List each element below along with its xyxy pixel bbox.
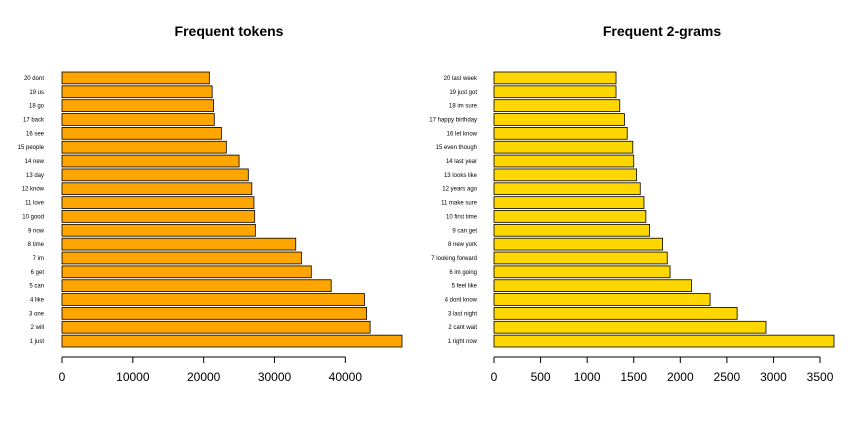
token-bar bbox=[61, 237, 297, 251]
bigram-bar bbox=[493, 154, 635, 168]
token-bar bbox=[61, 265, 312, 279]
tokens-chart-title: Frequent tokens bbox=[175, 23, 284, 39]
bigram-bar bbox=[493, 182, 641, 196]
token-category-label: 11 love bbox=[25, 201, 45, 207]
bigram-bar bbox=[493, 210, 647, 223]
token-bar bbox=[61, 196, 255, 209]
bigram-bar bbox=[493, 85, 617, 99]
bigram-category-label: 17 happy birthday bbox=[429, 117, 477, 123]
token-category-label: 7 im bbox=[33, 256, 44, 262]
bigram-category-label: 11 make sure bbox=[441, 201, 478, 207]
bigram-bar bbox=[493, 71, 617, 85]
token-category-label: 16 see bbox=[26, 131, 45, 137]
tokens-chart-panel: Frequent tokens 1 just 2 will 3 one 4 like 5… bbox=[18, 23, 403, 384]
token-bar bbox=[61, 99, 214, 112]
bigram-bar bbox=[493, 293, 711, 306]
bigram-bar bbox=[493, 140, 634, 154]
token-bar bbox=[61, 127, 222, 140]
token-category-label: 3 one bbox=[29, 311, 45, 317]
bigram-category-label: 14 last year bbox=[446, 159, 477, 165]
bigram-x-tick-label: 0 bbox=[491, 370, 498, 384]
bigram-category-label: 19 just got bbox=[449, 90, 477, 96]
bigram-x-tick-label: 3500 bbox=[807, 370, 834, 384]
bigram-category-label: 13 looks like bbox=[444, 173, 478, 179]
bigram-category-label: 9 can get bbox=[452, 228, 477, 234]
token-category-label: 15 people bbox=[18, 145, 45, 151]
bigram-bar bbox=[493, 127, 628, 140]
token-bar bbox=[61, 210, 256, 223]
bigram-x-tick-label: 1500 bbox=[620, 370, 647, 384]
token-x-tick-label: 40000 bbox=[329, 370, 363, 384]
token-x-tick-label: 30000 bbox=[258, 370, 292, 384]
token-category-label: 10 good bbox=[22, 214, 44, 220]
bigram-bar bbox=[493, 113, 625, 126]
bigram-category-label: 16 let know bbox=[447, 131, 478, 137]
bigram-bar bbox=[493, 320, 767, 334]
token-bar bbox=[61, 113, 215, 126]
token-bar bbox=[61, 279, 332, 293]
token-bar bbox=[61, 85, 213, 99]
token-category-label: 13 day bbox=[26, 173, 44, 179]
bigram-bar bbox=[493, 279, 692, 293]
token-bar bbox=[61, 307, 367, 320]
bigram-bar bbox=[493, 99, 621, 112]
token-category-label: 5 can bbox=[29, 284, 44, 290]
token-category-label: 20 dont bbox=[24, 76, 44, 82]
token-x-tick-label: 20000 bbox=[187, 370, 221, 384]
bigram-x-tick-label: 2000 bbox=[667, 370, 694, 384]
bigram-category-label: 3 last night bbox=[448, 311, 477, 317]
token-category-label: 18 go bbox=[29, 104, 45, 110]
bigram-bar bbox=[493, 237, 664, 251]
bigram-bar bbox=[493, 223, 650, 237]
bigram-bar bbox=[493, 168, 637, 182]
token-category-label: 2 will bbox=[31, 325, 44, 331]
token-category-label: 8 time bbox=[28, 242, 45, 248]
token-x-tick-label: 0 bbox=[59, 370, 66, 384]
bigram-category-label: 18 im sure bbox=[449, 104, 478, 110]
token-bar bbox=[61, 182, 253, 196]
bigram-x-tick-label: 500 bbox=[531, 370, 551, 384]
token-category-label: 1 just bbox=[30, 339, 45, 345]
token-category-label: 12 know bbox=[22, 187, 45, 193]
token-bar bbox=[61, 320, 371, 334]
token-bar bbox=[61, 71, 210, 85]
token-x-tick-label: 10000 bbox=[116, 370, 150, 384]
bigram-category-label: 4 dont know bbox=[445, 298, 478, 304]
token-bar bbox=[61, 154, 240, 168]
token-category-label: 4 like bbox=[30, 298, 45, 304]
bigram-category-label: 20 last week bbox=[444, 76, 478, 82]
token-bar bbox=[61, 168, 249, 182]
bigram-category-label: 15 even though bbox=[436, 145, 477, 151]
token-category-label: 14 new bbox=[25, 159, 45, 165]
bigram-category-label: 5 feel like bbox=[452, 284, 478, 290]
bigram-category-label: 6 im going bbox=[449, 270, 477, 276]
bigram-bar bbox=[493, 307, 738, 320]
token-bar bbox=[61, 293, 365, 306]
token-bar bbox=[61, 251, 302, 265]
bigram-bar bbox=[493, 265, 671, 279]
bigram-category-label: 10 first time bbox=[446, 214, 478, 220]
bigram-category-label: 8 new york bbox=[448, 242, 478, 248]
bigram-x-tick-label: 1000 bbox=[574, 370, 601, 384]
bigram-category-label: 1 right now bbox=[448, 339, 478, 345]
token-bar bbox=[61, 140, 227, 154]
token-category-label: 19 us bbox=[29, 90, 44, 96]
token-category-label: 17 back bbox=[23, 117, 45, 123]
bigram-x-tick-label: 3000 bbox=[760, 370, 787, 384]
token-bar bbox=[61, 334, 403, 348]
bigrams-chart-panel: Frequent 2-grams 1 right now 2 cant wait 3… bbox=[429, 23, 835, 384]
bigram-category-label: 2 cant wait bbox=[448, 325, 477, 331]
bigrams-chart-title: Frequent 2-grams bbox=[603, 23, 721, 39]
bigram-bar bbox=[493, 251, 668, 265]
bigram-bar bbox=[493, 196, 645, 209]
token-category-label: 6 get bbox=[31, 270, 45, 276]
bigram-category-label: 7 looking forward bbox=[431, 256, 477, 262]
token-bar bbox=[61, 223, 256, 237]
bigram-category-label: 12 years ago bbox=[442, 187, 477, 193]
bigram-x-tick-label: 2500 bbox=[714, 370, 741, 384]
bigram-bar bbox=[493, 334, 835, 348]
token-category-label: 9 now bbox=[28, 228, 45, 234]
